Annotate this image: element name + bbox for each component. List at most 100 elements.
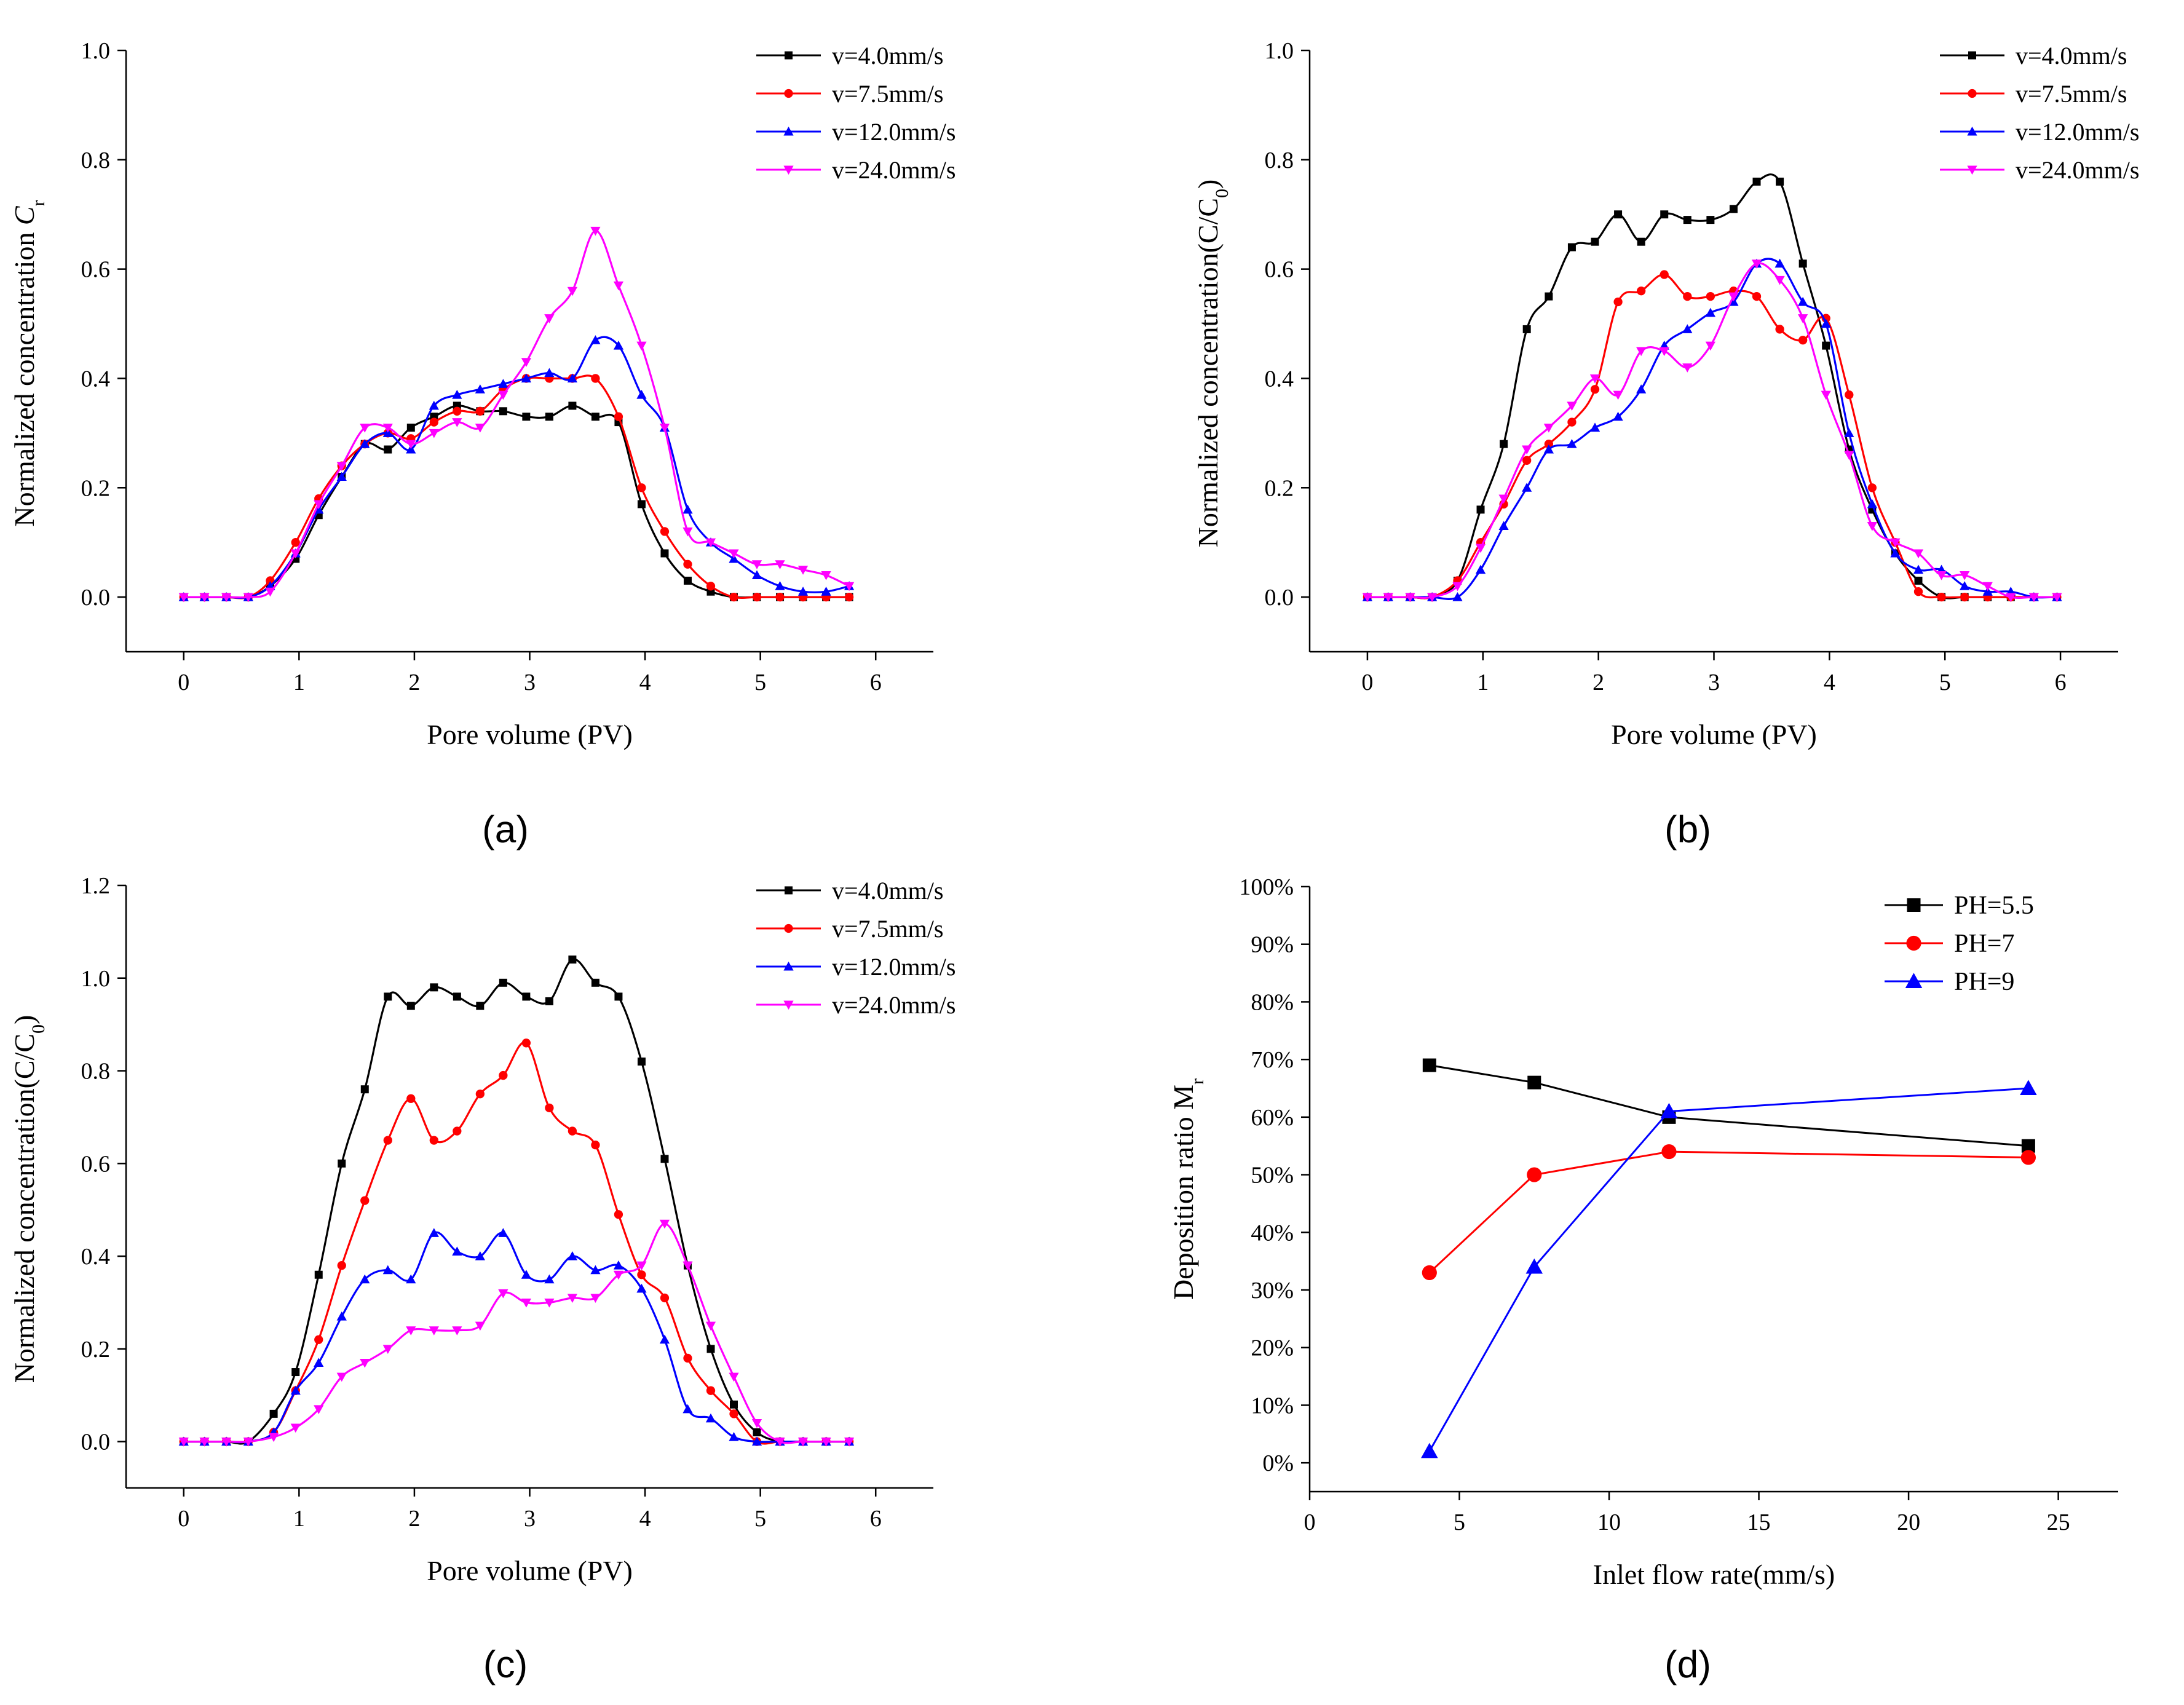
panel-b-series-1-point xyxy=(1637,237,1645,246)
panel-a-legend-entry: v=24.0mm/s xyxy=(756,156,956,184)
panel-a-series-4-point xyxy=(590,226,601,236)
panel-c-series-3-point xyxy=(360,1274,370,1284)
panel-a-series-4-point xyxy=(544,314,555,323)
panel-a-series-3-point xyxy=(336,472,347,481)
panel-c-series-1-point xyxy=(660,1155,669,1163)
panel-c-series-3-point xyxy=(290,1385,301,1395)
panel-b-series-2-point xyxy=(1913,587,1923,596)
panel-b-series-3-point xyxy=(1890,548,1901,558)
panel-c-series-4-point xyxy=(613,1270,624,1280)
panel-a-series-1-point xyxy=(499,407,507,416)
panel-b-series-1-point xyxy=(1914,576,1923,585)
panel-c-series-3-point xyxy=(613,1260,624,1270)
panel-b-x-tick-label: 1 xyxy=(1477,670,1489,695)
panel-c-series-3-point xyxy=(636,1283,647,1293)
panel-c-x-tick-label: 2 xyxy=(408,1506,420,1532)
panel-b-series-2-point xyxy=(1590,385,1600,394)
panel-b-series-4-point xyxy=(1913,549,1924,559)
panel-c-series-2-point xyxy=(475,1090,485,1099)
panel-c-series-1-point xyxy=(614,992,623,1001)
panel-c-series-4-point xyxy=(844,1438,855,1447)
panel-a-series-3-point xyxy=(429,400,439,410)
panel-c-x-tick-label: 3 xyxy=(524,1506,536,1532)
panel-a-y-axis-label-symbol: C xyxy=(9,205,40,225)
panel-c-series-2-point xyxy=(614,1210,623,1219)
panel-a-series-3-point xyxy=(821,587,831,596)
panel-c-series-2-line xyxy=(183,1041,850,1445)
panel-a-series-4-point xyxy=(636,341,647,351)
panel-a-x-tick-label: 3 xyxy=(524,670,536,695)
panel-c-y-tick-label: 1.2 xyxy=(81,873,111,899)
panel-c-series-3-point xyxy=(521,1270,531,1279)
panel-c-series-2-point xyxy=(683,1353,692,1363)
panel-b-series-3-point xyxy=(1613,411,1623,421)
panel-b-series-4-point xyxy=(1821,390,1831,400)
panel-d-y-axis-label-text: Deposition ratio M xyxy=(1168,1085,1199,1300)
panel-a-series-3-point xyxy=(751,570,762,580)
panel-a-legend-entry: v=4.0mm/s xyxy=(756,42,943,69)
panel-b-series-1-point xyxy=(1567,243,1576,251)
panel-b-y-tick-label: 0.0 xyxy=(1265,585,1294,611)
panel-a-series-4-point xyxy=(521,358,531,367)
panel-c-series-2-point xyxy=(383,1136,392,1145)
panel-c-series-1-point xyxy=(384,992,392,1001)
panel-d-legend-label: PH=7 xyxy=(1954,930,2014,958)
panel-d-x-tick-label: 0 xyxy=(1304,1509,1316,1535)
panel-c-series-4-point xyxy=(406,1326,416,1335)
panel-b-series-3-point xyxy=(1798,296,1808,306)
panel-b-y-axis-label-sub: 0 xyxy=(1212,189,1232,198)
panel-d-legend-marker xyxy=(1907,898,1921,912)
panel-d-y-axis-label-sub: r xyxy=(1187,1078,1208,1085)
panel-c-series-4-point xyxy=(797,1438,809,1447)
panel-c-series-3-point xyxy=(682,1404,693,1414)
panel-b-series-2-point xyxy=(1798,336,1808,345)
panel-label-a: (a) xyxy=(482,809,529,851)
panel-c-series-4-point xyxy=(821,1438,831,1447)
panel-d-y-axis-label: Deposition ratio Mr xyxy=(1168,1078,1208,1300)
panel-a-series-4-point xyxy=(475,423,485,433)
panel-a-x-tick-label: 1 xyxy=(293,670,305,695)
panel-a-series-3-point xyxy=(613,340,624,350)
panel-a-series-2-point xyxy=(729,592,738,602)
panel-a-series-4-point xyxy=(797,566,809,575)
panel-b-series-2-point xyxy=(1613,297,1623,307)
panel-a-series-2-point xyxy=(429,417,438,427)
panel-d-y-tick-label: 40% xyxy=(1251,1220,1294,1246)
panel-a-legend-label: v=12.0mm/s xyxy=(832,118,956,146)
panel-c-x-axis-label: Pore volume (PV) xyxy=(427,1555,633,1586)
panel-b-series-2-point xyxy=(1683,291,1692,301)
panel-b-series-4-point xyxy=(1659,347,1669,357)
panel-d-legend-entry: PH=7 xyxy=(1885,930,2014,958)
panel-a-legend: v=4.0mm/s v=7.5mm/s v=12.0mm/s v=24.0mm/s xyxy=(756,42,956,184)
panel-b-series-2-point xyxy=(1637,287,1646,296)
panel-b-x-tick-label: 3 xyxy=(1708,670,1720,695)
panel-c-legend-entry: v=4.0mm/s xyxy=(756,877,943,904)
panel-c-legend: v=4.0mm/s v=7.5mm/s v=12.0mm/s v=24.0mm/s xyxy=(756,877,956,1019)
panel-b-series-2-point xyxy=(1845,390,1854,400)
panel-c-series-3-point xyxy=(475,1251,485,1260)
panel-b-series-1-point xyxy=(1683,216,1691,224)
panel-b-series-1-point xyxy=(1822,341,1830,350)
panel-a-legend-label: v=7.5mm/s xyxy=(832,80,943,108)
panel-d-legend-label: PH=9 xyxy=(1954,968,2014,996)
panel-b-series-2-line xyxy=(1367,273,2057,599)
panel-a-series-4-point xyxy=(290,549,301,559)
panel-d-y-tick-label: 90% xyxy=(1251,932,1294,958)
panel-b-series-2-point xyxy=(1775,325,1784,334)
panel-c-legend-marker xyxy=(783,961,794,971)
panel-c-series-3-point xyxy=(751,1436,762,1446)
panel-c-series-2-point xyxy=(729,1409,738,1418)
panel-a-legend-marker xyxy=(783,165,794,175)
panel-a-series-4-point xyxy=(821,571,831,580)
panel-c-series-1-point xyxy=(314,1270,323,1279)
panel-b-series-2-point xyxy=(1937,592,1946,602)
panel-a-series-4-point xyxy=(382,423,393,433)
panel-b-y-axis-label-text: Normalized concentration(C/C xyxy=(1192,198,1224,547)
panel-c-series-4-point xyxy=(544,1298,555,1308)
panel-b-series-4-point xyxy=(1383,593,1393,603)
panel-b-series-4-point xyxy=(1751,259,1762,269)
panel-c-series-4-point xyxy=(521,1298,531,1308)
panel-c-legend-entry: v=12.0mm/s xyxy=(756,953,956,981)
